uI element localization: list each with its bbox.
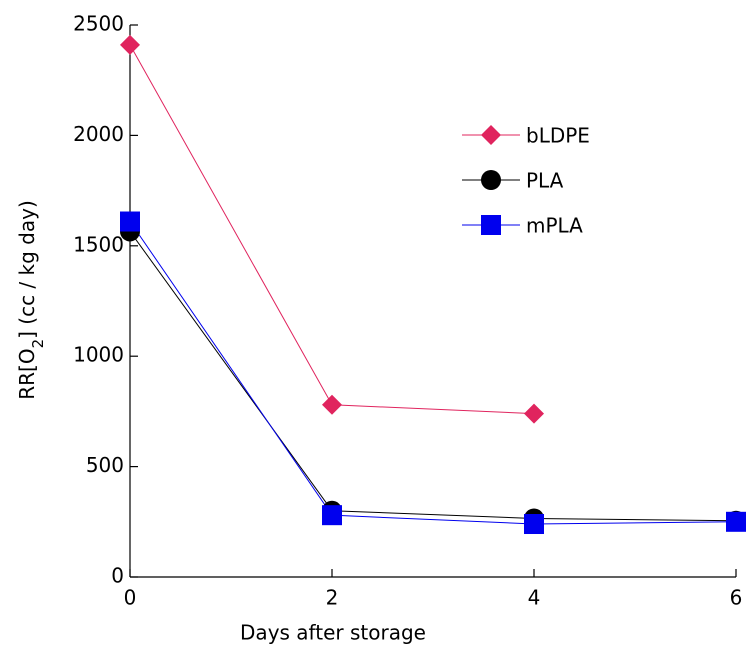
y-label-rest: ] (cc / kg day)	[15, 200, 39, 339]
y-tick-label: 500	[86, 453, 124, 477]
data-point	[524, 514, 544, 535]
y-tick-label: 2000	[73, 122, 124, 146]
series-line	[129, 44, 535, 415]
legend-marker	[481, 125, 501, 145]
x-axis-label: Days after storage	[240, 621, 426, 645]
x-tick-label: 4	[528, 586, 541, 610]
x-tick-label: 2	[326, 586, 339, 610]
y-tick-label: 1500	[73, 232, 124, 256]
data-point	[322, 394, 342, 415]
y-label-main: RR[O	[15, 348, 39, 399]
series-line	[129, 221, 737, 525]
y-tick-label: 2500	[73, 12, 124, 36]
data-point	[726, 511, 746, 532]
legend-label: PLA	[526, 169, 564, 193]
legend-marker	[481, 215, 501, 235]
data-point	[322, 505, 342, 526]
legend-label: bLDPE	[526, 124, 590, 148]
data-point	[120, 34, 140, 55]
data-point	[120, 211, 140, 232]
legend-label: mPLA	[526, 214, 583, 238]
y-axis-label: RR[O2] (cc / kg day)	[15, 200, 47, 400]
y-tick-label: 0	[111, 564, 124, 588]
y-tick-label: 1000	[73, 343, 124, 367]
series-line	[129, 231, 737, 522]
x-tick-label: 0	[124, 586, 137, 610]
legend-marker	[481, 170, 501, 190]
y-label-sub: 2	[29, 339, 47, 349]
x-tick-label: 6	[730, 586, 743, 610]
data-point	[524, 403, 544, 424]
